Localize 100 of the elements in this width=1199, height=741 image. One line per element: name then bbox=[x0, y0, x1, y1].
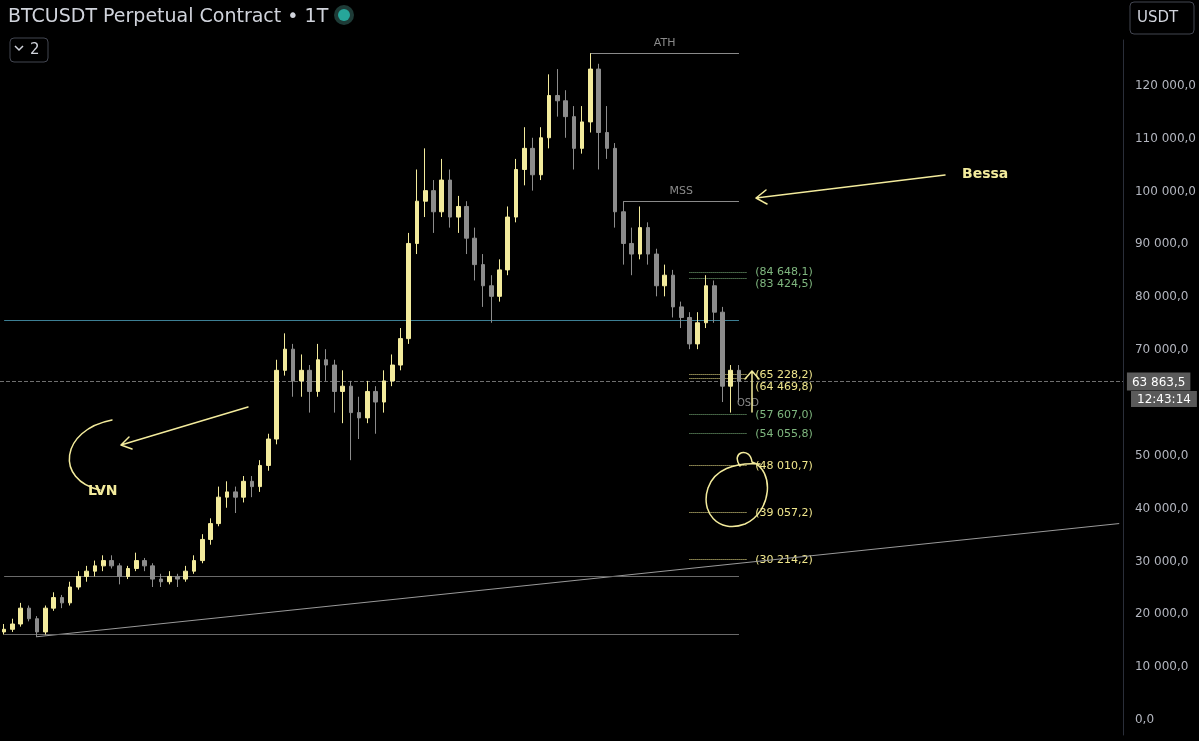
candlestick bbox=[728, 364, 733, 414]
candlestick bbox=[10, 618, 15, 633]
candlestick bbox=[572, 105, 576, 170]
candlestick bbox=[365, 380, 370, 424]
candlestick bbox=[192, 554, 196, 575]
chart-title: BTCUSDT Perpetual Contract • 1T bbox=[8, 4, 329, 26]
y-tick-label: 110 000,0 bbox=[1134, 130, 1197, 145]
candlestick bbox=[555, 68, 560, 118]
candlestick bbox=[299, 353, 304, 398]
ref-line-label: (65 228,2) bbox=[755, 367, 813, 381]
y-tick-label: 70 000,0 bbox=[1134, 342, 1189, 357]
candlestick bbox=[464, 200, 469, 255]
candlestick bbox=[662, 264, 667, 297]
candlestick bbox=[382, 369, 386, 414]
candlestick bbox=[704, 274, 708, 329]
text: 12:43:14 bbox=[1137, 392, 1191, 406]
candlestick bbox=[357, 396, 361, 440]
ref-line-label: (30 214,2) bbox=[755, 552, 813, 566]
candlestick bbox=[126, 565, 130, 580]
candlestick bbox=[68, 581, 72, 607]
ref-line-label: 63 863,5 bbox=[1131, 374, 1186, 389]
candlestick bbox=[448, 168, 452, 229]
candlestick bbox=[258, 459, 262, 493]
candlestick bbox=[373, 385, 378, 435]
candlestick bbox=[638, 205, 642, 260]
candlestick bbox=[340, 369, 345, 424]
candlestick bbox=[489, 274, 494, 324]
candlestick bbox=[51, 591, 56, 612]
candlestick bbox=[580, 105, 584, 155]
candlestick bbox=[654, 248, 659, 297]
candlestick bbox=[183, 565, 188, 583]
candlestick bbox=[539, 126, 543, 181]
candlestick bbox=[266, 433, 271, 472]
candlestick bbox=[332, 359, 337, 414]
candlestick bbox=[613, 142, 617, 229]
candlestick bbox=[60, 594, 64, 609]
candlestick bbox=[497, 258, 502, 303]
y-tick-label: 30 000,0 bbox=[1134, 553, 1189, 568]
candlestick bbox=[588, 52, 593, 133]
candlestick bbox=[93, 560, 97, 577]
candlestick bbox=[456, 195, 461, 234]
candlestick bbox=[316, 343, 320, 398]
y-tick-label: 120 000,0 bbox=[1134, 77, 1197, 92]
candlestick bbox=[307, 364, 312, 414]
candlestick bbox=[233, 486, 238, 514]
candlestick bbox=[695, 311, 700, 350]
candlestick bbox=[349, 380, 353, 461]
y-tick-label: 80 000,0 bbox=[1134, 289, 1189, 304]
text: USDT bbox=[1137, 7, 1180, 26]
candlestick bbox=[596, 63, 601, 170]
candlestick bbox=[423, 147, 428, 218]
y-tick-label: 20 000,0 bbox=[1134, 606, 1189, 621]
ref-line-label: (64 469,8) bbox=[755, 379, 813, 393]
annotation: Bessa bbox=[962, 165, 1009, 181]
candlestick bbox=[18, 602, 23, 628]
candlestick bbox=[76, 570, 81, 591]
candlestick bbox=[27, 605, 31, 622]
candlestick bbox=[175, 573, 180, 588]
candlestick bbox=[216, 486, 221, 527]
candlestick bbox=[671, 269, 675, 318]
candlestick bbox=[646, 221, 650, 266]
candlestick bbox=[398, 327, 403, 371]
candlestick bbox=[283, 332, 287, 377]
candlestick bbox=[241, 475, 246, 503]
candlestick bbox=[687, 311, 692, 350]
candlestick bbox=[679, 301, 684, 329]
candlestick bbox=[514, 158, 518, 223]
candlestick bbox=[101, 554, 106, 572]
candlestick bbox=[406, 232, 411, 345]
candlestick bbox=[415, 168, 419, 255]
candlestick bbox=[84, 565, 89, 583]
candlestick bbox=[225, 480, 229, 509]
candlestick bbox=[208, 517, 213, 546]
candlestick bbox=[481, 253, 485, 308]
candlestick bbox=[142, 557, 147, 572]
ref-line-label: ATH bbox=[653, 36, 676, 50]
candlestick bbox=[530, 137, 535, 192]
candlestick bbox=[547, 73, 551, 149]
candlestick bbox=[291, 343, 295, 398]
candlestick bbox=[167, 570, 172, 585]
candlestick bbox=[324, 348, 328, 382]
candlestick bbox=[605, 105, 609, 160]
y-tick-label: 90 000,0 bbox=[1134, 236, 1189, 251]
candlestick bbox=[250, 475, 254, 498]
candlestick bbox=[563, 89, 568, 139]
candlestick bbox=[472, 227, 477, 281]
annotation: 2 bbox=[30, 39, 40, 58]
candlestick bbox=[134, 552, 139, 572]
candlestick bbox=[390, 353, 395, 387]
candlestick bbox=[629, 227, 634, 276]
y-tick-label: 10 000,0 bbox=[1134, 659, 1189, 674]
y-tick-label: 0,0 bbox=[1134, 712, 1155, 727]
ref-line-label: (54 055,8) bbox=[755, 426, 813, 440]
candlestick bbox=[150, 562, 155, 588]
candlestick bbox=[109, 554, 114, 570]
candlestick bbox=[2, 623, 6, 636]
candlestick bbox=[117, 562, 122, 585]
candlestick bbox=[35, 615, 39, 638]
y-tick-label: 100 000,0 bbox=[1134, 183, 1197, 198]
candlestick bbox=[439, 158, 444, 218]
